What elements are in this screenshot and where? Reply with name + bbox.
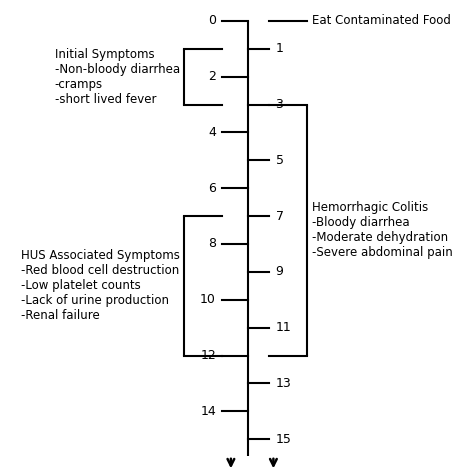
Text: 5: 5 (275, 154, 283, 167)
Text: 3: 3 (275, 98, 283, 111)
Text: 14: 14 (201, 405, 216, 418)
Text: 10: 10 (200, 293, 216, 306)
Text: 0: 0 (208, 14, 216, 27)
Text: 7: 7 (275, 210, 283, 223)
Text: 2: 2 (208, 70, 216, 83)
Text: 11: 11 (275, 321, 292, 334)
Text: Initial Symptoms
-Non-bloody diarrhea
-cramps
-short lived fever: Initial Symptoms -Non-bloody diarrhea -c… (55, 48, 180, 106)
Text: 12: 12 (201, 349, 216, 362)
Text: 4: 4 (208, 126, 216, 139)
Text: 1: 1 (275, 42, 283, 55)
Text: 8: 8 (208, 237, 216, 250)
Text: 6: 6 (208, 182, 216, 195)
Text: 9: 9 (275, 265, 283, 278)
Text: Hemorrhagic Colitis
-Bloody diarrhea
-Moderate dehydration
-Severe abdominal pai: Hemorrhagic Colitis -Bloody diarrhea -Mo… (312, 201, 452, 259)
Text: HUS Associated Symptoms
-Red blood cell destruction
-Low platelet counts
-Lack o: HUS Associated Symptoms -Red blood cell … (21, 249, 180, 322)
Text: 13: 13 (275, 377, 292, 390)
Text: 15: 15 (275, 433, 292, 446)
Text: Eat Contaminated Food: Eat Contaminated Food (312, 14, 450, 27)
